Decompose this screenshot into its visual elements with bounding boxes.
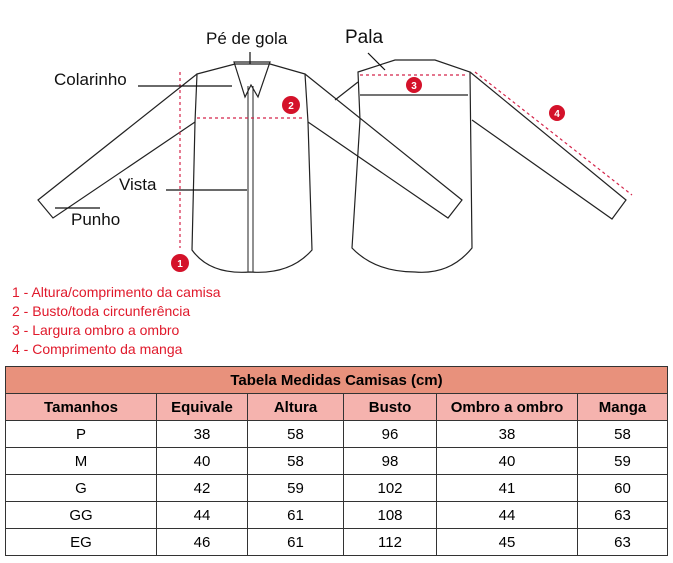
table-row: M 40 58 98 40 59: [5, 447, 668, 475]
legend-item: 4 - Comprimento da manga: [12, 341, 183, 357]
table-cell: 41: [436, 474, 578, 502]
measurement-legend: 1 - Altura/comprimento da camisa 2 - Bus…: [12, 283, 221, 359]
pointer-lines: [55, 52, 386, 209]
table-cell: 40: [436, 447, 578, 475]
table-cell: 58: [577, 420, 668, 448]
table-cell: 102: [343, 474, 437, 502]
marker-4: [549, 105, 565, 121]
col-header: Tamanhos: [5, 393, 157, 421]
marker-3: [406, 77, 422, 93]
label-colarinho: Colarinho: [54, 70, 127, 89]
shirt-front: [37, 61, 463, 273]
table-cell: M: [5, 447, 157, 475]
label-vista: Vista: [119, 175, 157, 194]
table-cell: 58: [247, 420, 344, 448]
table-cell: 59: [247, 474, 344, 502]
marker-1-label: 1: [177, 259, 183, 270]
table-cell: 42: [156, 474, 248, 502]
legend-item: 3 - Largura ombro a ombro: [12, 322, 180, 338]
marker-3-label: 3: [411, 81, 417, 92]
table-cell: EG: [5, 528, 157, 556]
table-cell: 44: [436, 501, 578, 529]
table-cell: 61: [247, 501, 344, 529]
table-title: Tabela Medidas Camisas (cm): [5, 366, 668, 394]
table-cell: 98: [343, 447, 437, 475]
table-cell: P: [5, 420, 157, 448]
marker-1: [171, 254, 189, 272]
col-header: Ombro a ombro: [436, 393, 578, 421]
table-cell: 46: [156, 528, 248, 556]
table-cell: 45: [436, 528, 578, 556]
legend-item: 1 - Altura/comprimento da camisa: [12, 284, 221, 300]
label-punho: Punho: [71, 210, 121, 229]
table-row: G 42 59 102 41 60: [5, 474, 668, 502]
table-cell: 60: [577, 474, 668, 502]
shirt-diagram: 1 2 3 4: [37, 52, 633, 273]
table-cell: 63: [577, 501, 668, 529]
table-cell: 63: [577, 528, 668, 556]
table-cell: 40: [156, 447, 248, 475]
shirt-back: [334, 59, 627, 273]
table-cell: 112: [343, 528, 437, 556]
table-cell: 96: [343, 420, 437, 448]
col-header: Manga: [577, 393, 668, 421]
measure-lines: [179, 71, 633, 248]
table-cell: 44: [156, 501, 248, 529]
table-cell: 61: [247, 528, 344, 556]
table-cell: G: [5, 474, 157, 502]
legend-item: 2 - Busto/toda circunferência: [12, 303, 191, 319]
size-table: Tabela Medidas Camisas (cm) Tamanhos Equ…: [5, 366, 668, 556]
marker-2-label: 2: [288, 101, 294, 112]
table-cell: 38: [156, 420, 248, 448]
table-row: P 38 58 96 38 58: [5, 420, 668, 448]
col-header: Equivale: [156, 393, 248, 421]
table-cell: 59: [577, 447, 668, 475]
table-cell: 38: [436, 420, 578, 448]
col-header: Altura: [247, 393, 344, 421]
marker-4-label: 4: [554, 109, 560, 120]
table-row: EG 46 61 112 45 63: [5, 528, 668, 556]
col-header: Busto: [343, 393, 437, 421]
table-cell: 58: [247, 447, 344, 475]
label-pala: Pala: [345, 27, 384, 48]
table-cell: 108: [343, 501, 437, 529]
table-cell: GG: [5, 501, 157, 529]
table-row: GG 44 61 108 44 63: [5, 501, 668, 529]
marker-2: [282, 96, 300, 114]
label-pe-de-gola: Pé de gola: [206, 29, 288, 48]
